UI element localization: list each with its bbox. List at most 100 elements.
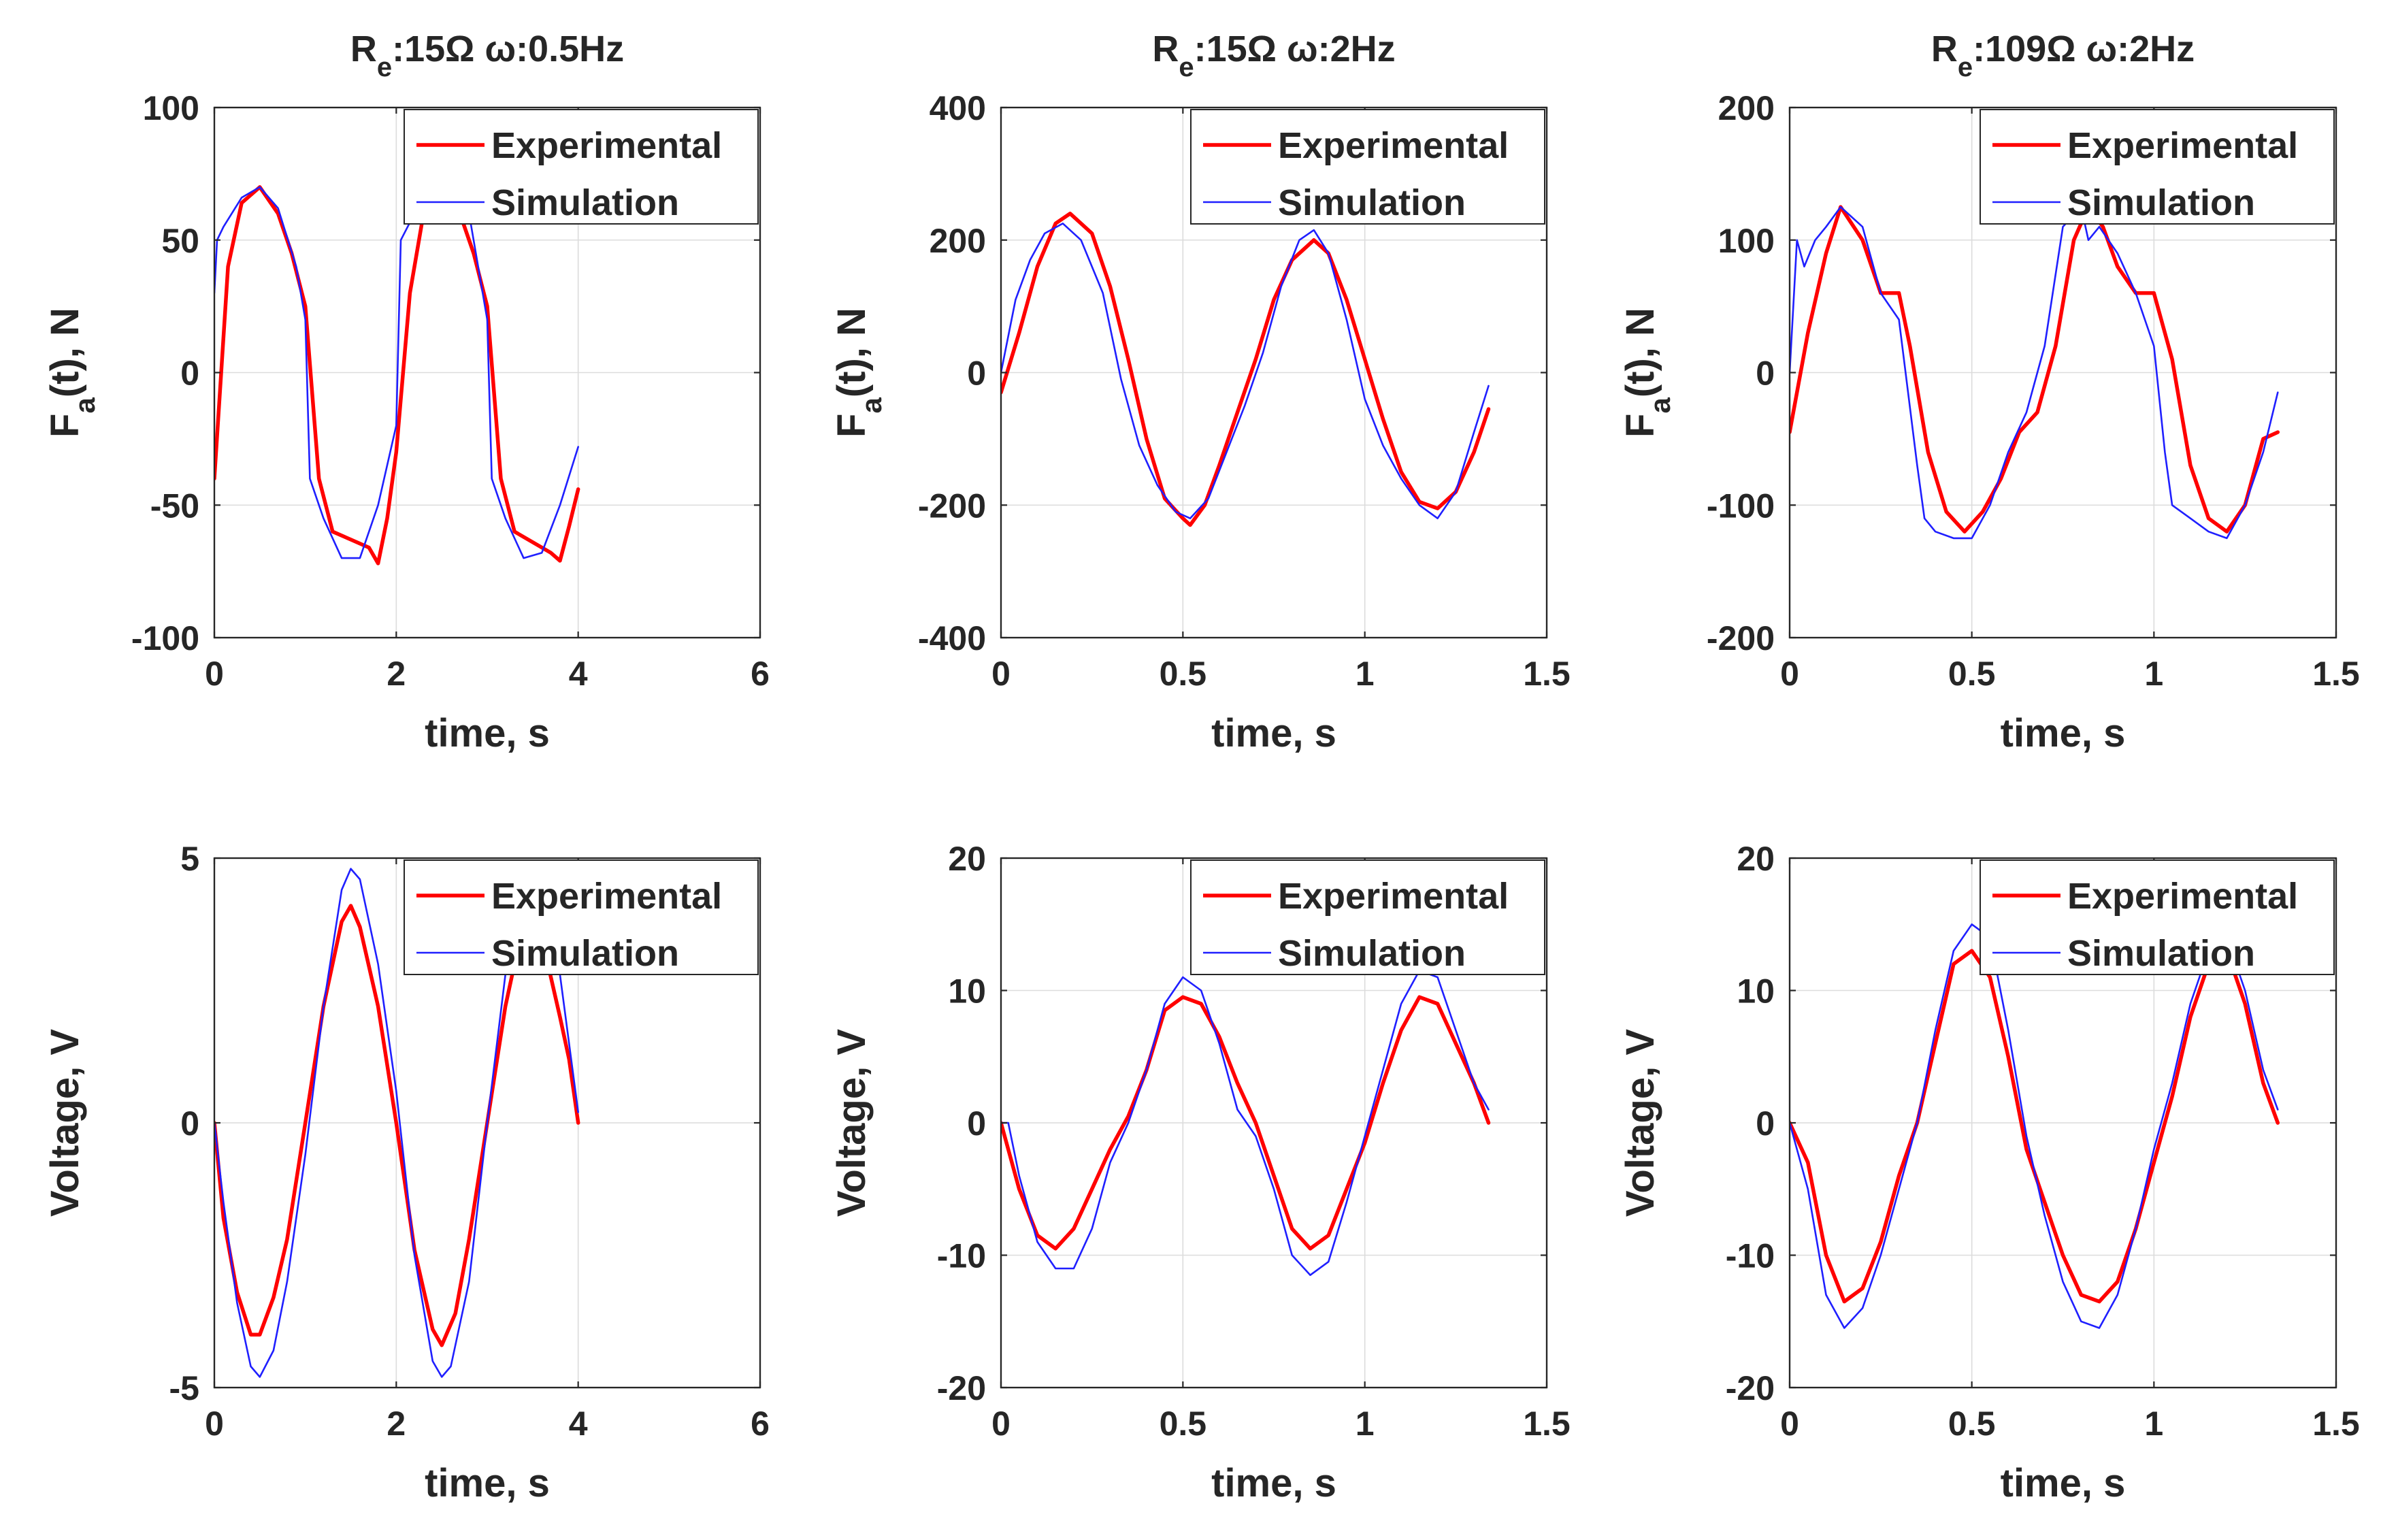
x-axis-label: time, s (2001, 1461, 2126, 1505)
x-tick-label: 0 (205, 1405, 224, 1443)
y-tick-label: -100 (131, 619, 199, 657)
x-tick-label: 6 (751, 655, 770, 693)
y-axis-label: Fa(t), N (43, 308, 101, 438)
y-tick-label: 200 (1718, 89, 1775, 127)
legend-label-simulation: Simulation (1278, 182, 1466, 223)
x-tick-label: 1 (2144, 1405, 2163, 1443)
x-tick-label: 1.5 (2312, 1405, 2360, 1443)
y-tick-label: 0 (967, 1104, 986, 1143)
x-axis-label: time, s (1211, 711, 1336, 755)
legend-label-simulation: Simulation (2067, 182, 2255, 223)
legend-label-experimental: Experimental (2067, 876, 2298, 917)
legend-label-experimental: Experimental (1278, 125, 1509, 166)
legend: Experimental Simulation (1980, 859, 2335, 975)
chart-panel-1: 0 2 4 6 -100 -50 0 50 100 time, s Fa(t), N Re:15Ω ω… (43, 29, 770, 755)
legend-label-experimental: Experimental (491, 876, 722, 917)
series-line-experimental (214, 185, 580, 566)
legend: Experimental Simulation (1980, 109, 2335, 225)
series-group (1790, 205, 2280, 540)
y-tick-label: 10 (1737, 972, 1775, 1011)
series-line-simulation (1001, 970, 1490, 1276)
chart-panel-3: 0 0.5 1 1.5 -200 -100 0 100 200 time, s Fa(t), N Re… (1618, 29, 2360, 755)
y-tick-label: 5 (180, 840, 199, 878)
x-tick-label: 1 (1356, 655, 1375, 693)
y-tick-label: -200 (1707, 619, 1775, 657)
legend-box (1190, 859, 1545, 975)
y-tick-label: 50 (161, 222, 199, 260)
y-tick-label: -200 (918, 487, 986, 525)
series-line-simulation (214, 186, 580, 559)
x-tick-label: 0 (1780, 1405, 1799, 1443)
x-tick-label: 0.5 (1948, 655, 1996, 693)
legend-label-simulation: Simulation (1278, 933, 1466, 974)
x-tick-label: 6 (751, 1405, 770, 1443)
x-tick-label: 1.5 (2312, 655, 2360, 693)
y-tick-label: -20 (1726, 1369, 1775, 1407)
legend-box (1190, 109, 1545, 225)
chart-title: Re:15Ω ω:2Hz (1152, 29, 1395, 82)
legend: Experimental Simulation (1190, 109, 1545, 225)
y-tick-label: -10 (1726, 1237, 1775, 1275)
x-tick-label: 2 (387, 655, 406, 693)
y-axis-label: Voltage, V (830, 1029, 874, 1217)
y-tick-label: 0 (180, 355, 199, 393)
x-tick-label: 0.5 (1160, 655, 1207, 693)
x-tick-label: 0.5 (1948, 1405, 1996, 1443)
x-axis-label: time, s (2001, 711, 2126, 755)
x-tick-label: 0 (991, 1405, 1011, 1443)
legend-box (1980, 859, 2335, 975)
y-tick-label: 200 (930, 222, 986, 260)
y-tick-label: 0 (1756, 355, 1775, 393)
series-line-simulation (1790, 206, 2279, 540)
series-group (1790, 923, 2280, 1329)
chart-panel-2: 0 0.5 1 1.5 -400 -200 0 200 400 time, s Fa(t), N Re… (830, 29, 1571, 755)
x-tick-label: 0 (991, 655, 1011, 693)
legend-box (404, 109, 759, 225)
legend: Experimental Simulation (1190, 859, 1545, 975)
series-line-simulation (1790, 923, 2279, 1329)
legend: Experimental Simulation (404, 859, 759, 975)
y-tick-label: -50 (150, 487, 199, 525)
x-axis-label: time, s (1211, 1461, 1336, 1505)
series-line-experimental (1790, 205, 2280, 534)
y-axis-label: Voltage, V (43, 1029, 87, 1217)
y-tick-label: 0 (967, 355, 986, 393)
y-axis-label: Fa(t), N (1618, 308, 1676, 438)
chart-panel-5: 0 0.5 1 1.5 -20 -10 0 10 20 time, s Voltage, V Expe… (830, 840, 1571, 1505)
chart-title: Re:109Ω ω:2Hz (1931, 29, 2195, 82)
series-line-experimental (1001, 212, 1491, 527)
series-group (1001, 212, 1491, 527)
series-line-experimental (1001, 995, 1491, 1251)
y-tick-label: 20 (1737, 840, 1775, 878)
x-tick-label: 0 (1780, 655, 1799, 693)
legend-label-experimental: Experimental (1278, 876, 1509, 917)
x-tick-label: 1 (2144, 655, 2163, 693)
y-tick-label: 100 (1718, 222, 1775, 260)
y-tick-label: 0 (1756, 1104, 1775, 1143)
y-tick-label: -20 (937, 1369, 986, 1407)
y-tick-label: -10 (937, 1237, 986, 1275)
y-tick-label: -400 (918, 619, 986, 657)
legend-label-experimental: Experimental (491, 125, 722, 166)
legend-label-simulation: Simulation (2067, 933, 2255, 974)
legend-box (404, 859, 759, 975)
legend-label-experimental: Experimental (2067, 125, 2298, 166)
y-tick-label: 10 (948, 972, 986, 1011)
x-tick-label: 1 (1356, 1405, 1375, 1443)
legend-label-simulation: Simulation (491, 933, 679, 974)
series-line-simulation (1001, 223, 1490, 520)
x-tick-label: 0 (205, 655, 224, 693)
x-tick-label: 0.5 (1160, 1405, 1207, 1443)
y-tick-label: 0 (180, 1104, 199, 1143)
legend: Experimental Simulation (404, 109, 759, 225)
chart-panel-6: 0 0.5 1 1.5 -20 -10 0 10 20 time, s Voltage, V Expe… (1618, 840, 2360, 1505)
legend-box (1980, 109, 2335, 225)
series-group (1001, 970, 1491, 1276)
y-axis-label: Fa(t), N (830, 308, 887, 438)
y-tick-label: -100 (1707, 487, 1775, 525)
chart-title: Re:15Ω ω:0.5Hz (350, 29, 624, 82)
x-tick-label: 1.5 (1523, 1405, 1571, 1443)
x-tick-label: 1.5 (1523, 655, 1571, 693)
